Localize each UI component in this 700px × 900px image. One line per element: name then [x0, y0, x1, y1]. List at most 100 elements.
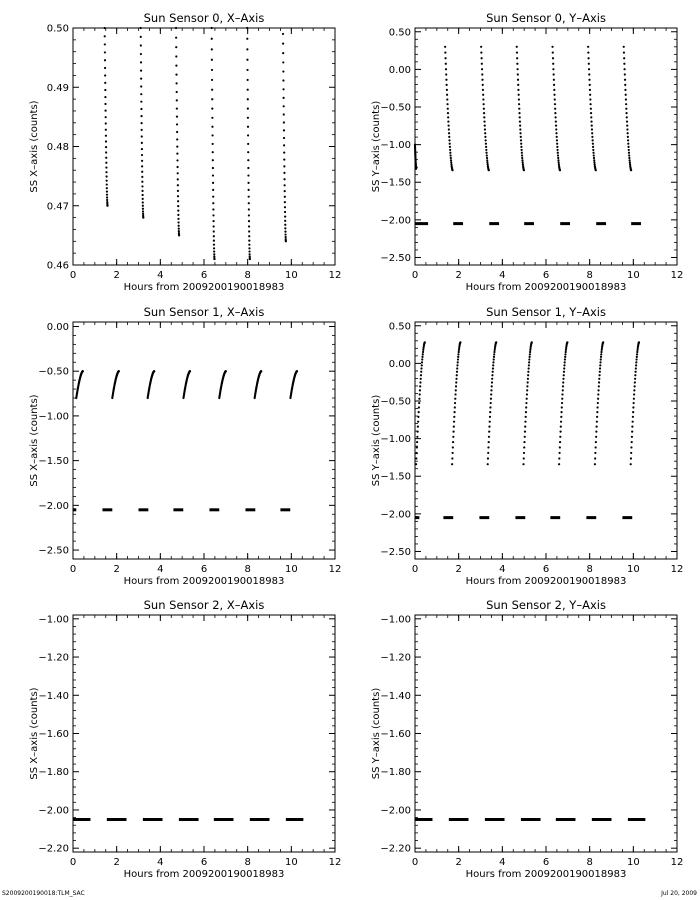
- data-point: [211, 151, 214, 154]
- data-point: [283, 158, 286, 161]
- data-point: [599, 358, 602, 361]
- y-tick-label: −1.80: [380, 767, 411, 778]
- data-point: [492, 361, 495, 364]
- x-tick-label: 10: [627, 857, 640, 868]
- data-point: [519, 139, 523, 142]
- data-point: [630, 446, 633, 449]
- x-tick-label: 8: [586, 564, 592, 575]
- data-point: [176, 165, 179, 169]
- data-point: [450, 163, 453, 166]
- data-point: [628, 159, 631, 162]
- data-point: [452, 430, 455, 433]
- data-point: [488, 420, 491, 423]
- data-point: [283, 165, 286, 168]
- y-tick-label: −1.20: [380, 653, 411, 664]
- data-point: [212, 219, 215, 223]
- data-point: [247, 225, 251, 228]
- data-point: [597, 389, 600, 392]
- data-point: [445, 83, 448, 86]
- footer-date: Jul 20, 2009: [661, 890, 697, 897]
- data-point: [493, 353, 496, 356]
- data-point: [213, 257, 216, 261]
- data-point: [490, 393, 493, 396]
- data-point: [246, 68, 249, 72]
- data-point: [418, 393, 421, 396]
- y-tick-label: 0.50: [47, 24, 69, 35]
- data-point: [625, 112, 628, 115]
- data-point: [260, 370, 263, 373]
- data-point: [553, 103, 557, 106]
- data-point: [522, 169, 526, 172]
- data-point: [455, 377, 458, 380]
- data-point: [633, 381, 636, 384]
- data-point: [141, 185, 144, 188]
- x-tick-label: 2: [113, 564, 119, 575]
- x-axis-label: Hours from 2009200190018983: [466, 576, 627, 587]
- data-point: [455, 381, 458, 384]
- data-point: [212, 243, 216, 246]
- data-point: [295, 370, 299, 373]
- data-point: [104, 88, 107, 92]
- data-point: [487, 451, 490, 455]
- data-point: [105, 156, 108, 159]
- data-point: [524, 415, 527, 418]
- data-point: [415, 457, 418, 460]
- data-point: [553, 88, 556, 91]
- data-point: [524, 411, 528, 414]
- data-point: [599, 364, 602, 367]
- data-point: [418, 401, 421, 405]
- data-point: [212, 225, 215, 228]
- data-point: [210, 26, 213, 30]
- data-point: [417, 406, 421, 409]
- data-point: [558, 169, 562, 172]
- data-point: [446, 107, 449, 110]
- y-axis-label: SS Y–axis (counts): [371, 395, 382, 487]
- data-point: [105, 183, 108, 186]
- data-point: [104, 102, 107, 106]
- data-point: [104, 146, 108, 149]
- x-tick-label: 4: [499, 564, 505, 575]
- data-point: [559, 420, 563, 423]
- data-point: [596, 406, 599, 409]
- data-point: [141, 201, 144, 204]
- data-point: [529, 348, 532, 352]
- data-point: [284, 223, 287, 226]
- x-tick-label: 0: [70, 857, 76, 868]
- data-point: [420, 367, 423, 370]
- data-point: [175, 73, 178, 76]
- y-tick-label: −2.00: [380, 509, 411, 520]
- data-point: [515, 45, 518, 48]
- data-point: [140, 153, 144, 157]
- data-point: [482, 107, 485, 110]
- data-point: [453, 411, 456, 414]
- data-point: [246, 58, 249, 61]
- data-point: [103, 43, 106, 46]
- data-point: [558, 446, 561, 449]
- y-tick-label: −2.00: [38, 501, 69, 512]
- data-point: [486, 463, 489, 466]
- data-point: [282, 96, 285, 99]
- data-point: [525, 393, 529, 396]
- data-point: [480, 45, 483, 48]
- data-point: [589, 107, 592, 110]
- y-tick-label: 0.48: [47, 142, 69, 153]
- data-point: [589, 112, 593, 115]
- data-point: [210, 37, 213, 40]
- footer-file-label: S2009200190018:TLM_SAC: [2, 890, 85, 897]
- data-point: [247, 142, 250, 146]
- x-tick-label: 10: [627, 270, 640, 281]
- data-point: [139, 35, 142, 38]
- data-point: [103, 59, 107, 62]
- data-point: [106, 200, 109, 204]
- data-point: [529, 350, 532, 354]
- data-point: [625, 107, 628, 110]
- data-point: [416, 435, 419, 438]
- data-point: [562, 381, 565, 384]
- data-point: [493, 346, 497, 350]
- data-point: [562, 377, 565, 380]
- data-point: [521, 159, 524, 162]
- data-point: [176, 138, 179, 141]
- data-point: [480, 62, 483, 65]
- data-point: [553, 98, 556, 101]
